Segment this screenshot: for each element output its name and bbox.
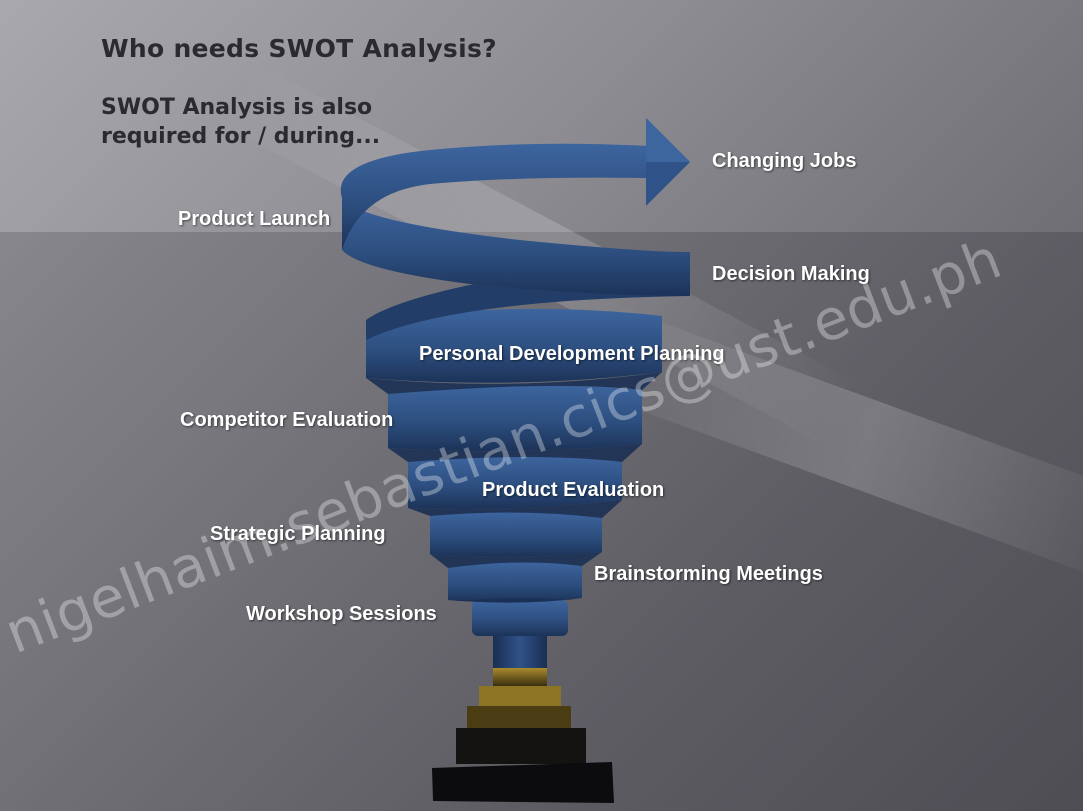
label-brainstorming-meetings: Brainstorming Meetings [594, 563, 823, 585]
label-competitor-evaluation: Competitor Evaluation [180, 409, 394, 431]
label-decision-making: Decision Making [712, 263, 870, 285]
spiral-base [432, 666, 614, 803]
label-product-launch: Product Launch [178, 208, 331, 230]
slide-title: Who needs SWOT Analysis? [101, 34, 497, 63]
label-strategic-planning: Strategic Planning [210, 523, 386, 545]
spiral-arrow [340, 118, 690, 250]
spiral-stem [493, 636, 547, 668]
label-personal-development-planning: Personal Development Planning [419, 343, 725, 365]
label-workshop-sessions: Workshop Sessions [246, 603, 437, 625]
spiral-top-band [342, 198, 690, 296]
label-changing-jobs: Changing Jobs [712, 150, 857, 172]
label-product-evaluation: Product Evaluation [482, 479, 665, 501]
slide-subtitle: SWOT Analysis is also required for / dur… [101, 95, 381, 149]
